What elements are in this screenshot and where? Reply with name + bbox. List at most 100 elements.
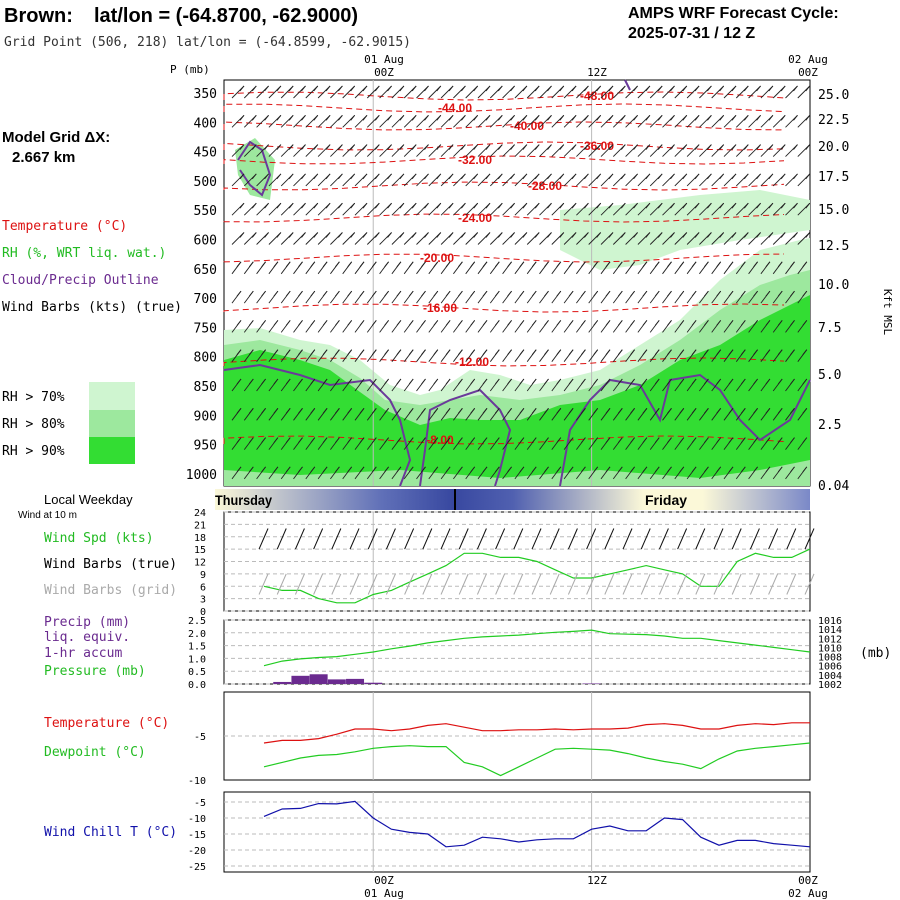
wind-barb-flag [704,320,709,326]
wind-barb-flag [802,290,808,297]
wind-barb-flag [288,85,294,92]
wind-barb-flag [325,144,331,150]
wind-barb-flag [605,320,611,326]
wind-barb-flag [288,173,294,180]
wind-barb-flag [694,144,700,150]
wind-barb-flag [654,408,660,414]
wind-barb-flag [605,437,611,443]
height-tick: 17.5 [818,170,849,185]
wind-barb-flag [568,378,574,385]
wind-barb-flag [593,349,599,355]
wind-barb-flag [458,378,463,385]
label-barbs-true: Wind Barbs (true) [44,557,177,572]
wind-barb-flag [559,144,565,150]
wind-barb-flag [285,378,291,385]
sfc-barb-grid [495,573,506,595]
wind-barb-flag [264,144,269,150]
wind-barb-flag [556,408,562,414]
wind-barb-flag [657,232,663,238]
wind-barb-flag [387,232,392,238]
temp-contour-line [223,155,785,165]
wind-barb-flag [519,349,525,355]
wind-barb-flag [448,232,454,238]
wind-barb-flag [482,261,488,268]
wind-barb-flag [630,378,635,385]
temp-contour-label: -40.00 [510,119,544,133]
wind-barb-flag [248,349,254,355]
wind-barb-flag [473,202,479,209]
wind-barb-flag [519,437,525,443]
bottom-date-1: 01 Aug [364,887,404,900]
wind-barb-flag [645,144,651,150]
wind-barb-flag [313,85,319,92]
wind-barb-flag [645,115,651,121]
temperature-line [263,722,810,744]
wind-barb-flag [716,437,722,443]
temp-contour-line [223,357,785,367]
wind-barb-flag [534,202,540,209]
wind-barb-flag [531,261,537,268]
windchill-tick: -10 [188,814,206,825]
wind-barb-flag [362,202,368,209]
wind-barb-flag [556,290,562,297]
sfc-barb-true [349,528,360,550]
wind-barb-flag [753,261,758,268]
wind-barb-flag [728,290,734,297]
wind-barb-flag [399,173,405,180]
wind-barb-flag [310,290,316,297]
wind-barb-flag [568,437,574,443]
wind-tick: 0 [200,607,206,618]
wind-barb-flag [657,115,663,121]
wind-barb-flag [719,144,725,150]
wind-barb-flag [790,378,795,385]
wind-barb-flag [445,320,451,326]
wind-barb-flag [371,408,377,414]
wind-barb-flag [347,466,353,473]
wind-barb-flag [571,173,577,180]
wind-barb-flag [461,173,466,180]
wind-barb-flag [310,320,316,326]
wind-barb-flag [777,349,783,355]
wind-barb-flag [519,466,525,473]
wind-barb-flag [581,466,586,473]
windchill-tick: -15 [188,830,206,841]
wind-barb-flag [630,349,635,355]
precip-tick: 0.5 [188,667,206,678]
weekday-friday: Friday [645,492,687,508]
wind-barb-flag [322,290,328,297]
wind-barb-flag [384,378,389,385]
wind-barb-flag [608,173,614,180]
wind-barb-flag [507,349,512,355]
wind-barb-flag [421,437,426,443]
wind-barb-flag [756,202,761,209]
wind-barb-flag [780,202,786,209]
wind-barb-flag [654,290,660,297]
wind-barb-flag [544,378,549,385]
wind-barb-flag [347,320,353,326]
wind-barb-flag [679,437,685,443]
label-liq: liq. equiv. [44,630,130,645]
wind-barb-flag [743,202,749,209]
wind-barb-flag [264,232,269,238]
wind-speed-line [263,548,811,604]
sfc-barb-true [804,528,815,550]
wind-barb-flag [691,408,697,414]
wind-barb-flag [645,232,651,238]
wind-barb-flag [445,466,451,473]
wind-barb-flag [335,320,340,326]
wind-barb-flag [408,466,414,473]
wind-barb-flag [544,320,549,326]
wind-barb-flag [780,144,786,150]
wind-barb-flag [458,466,463,473]
wind-barb-flag [458,408,463,414]
wind-barb-flag [704,261,709,268]
station-latlon: lat/lon = (-64.8700, -62.9000) [94,5,358,27]
wind-barb-flag [719,115,725,121]
wind-barb-flag [679,378,685,385]
wind-barb-flag [556,378,562,385]
wind-barb-flag [359,437,365,443]
rh70-swatch [89,382,135,410]
wind-barb-flag [362,85,368,92]
height-tick-labels: 25.0 22.5 20.0 17.5 15.0 12.5 10.0 7.5 5.0 2.5 0.0… [818,88,849,494]
wind-barb-flag [556,261,562,268]
